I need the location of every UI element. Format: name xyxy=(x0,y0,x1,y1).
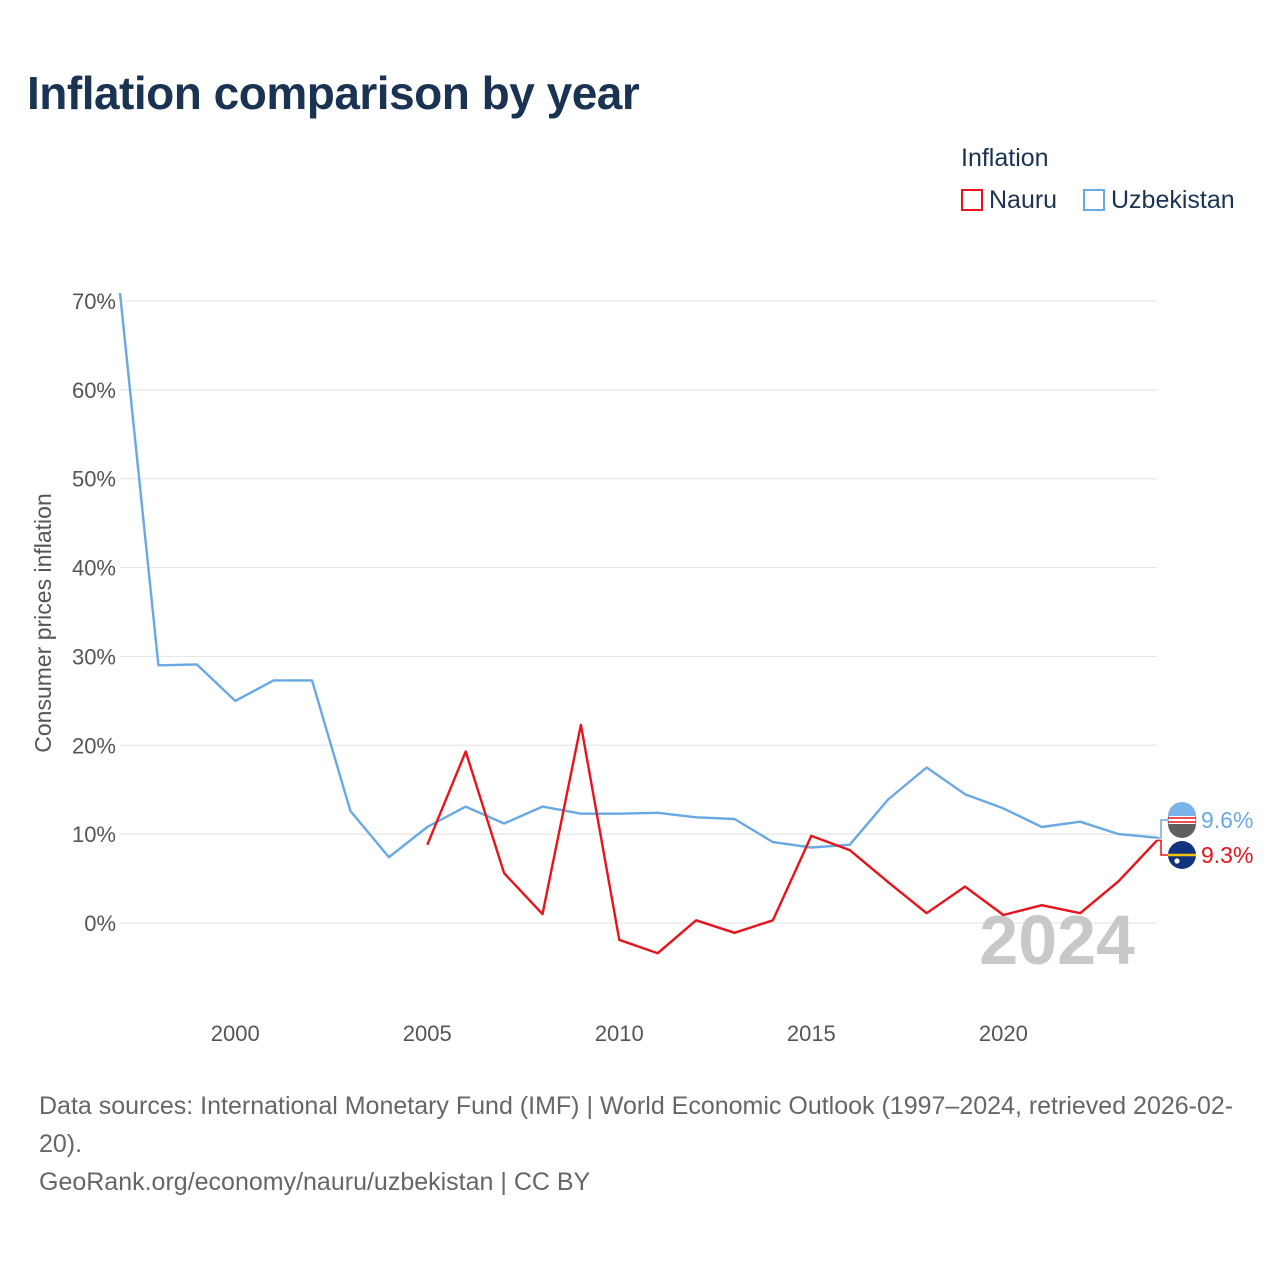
y-axis: 0% 10% 20% 30% 40% 50% 60% 70% xyxy=(72,289,116,936)
series-line-uzbekistan xyxy=(118,292,1158,859)
series-lines xyxy=(118,292,1158,955)
flag-uzbekistan-icon xyxy=(1167,802,1197,838)
y-tick-label: 60% xyxy=(72,378,116,403)
x-tick-label: 2015 xyxy=(787,1021,836,1046)
legend-item-uzbekistan[interactable]: Uzbekistan xyxy=(1083,185,1235,215)
end-markers: 9.6% 9.3% xyxy=(1157,802,1253,869)
credit-link[interactable]: GeoRank.org/economy/nauru/uzbekistan | C… xyxy=(39,1168,591,1196)
legend-label-uzbekistan: Uzbekistan xyxy=(1111,185,1235,214)
x-axis: 2000 2005 2010 2015 2020 xyxy=(211,1021,1028,1046)
legend-label-nauru: Nauru xyxy=(989,185,1058,214)
x-tick-label: 2005 xyxy=(403,1021,452,1046)
end-label-uzbekistan: 9.6% xyxy=(1201,807,1253,833)
year-watermark: 2024 xyxy=(979,901,1135,979)
legend-item-nauru[interactable]: Nauru xyxy=(961,185,1057,215)
flag-stripe-dark xyxy=(1168,824,1196,838)
legend-title: Inflation xyxy=(961,144,1049,172)
y-tick-label: 40% xyxy=(72,556,116,581)
grid xyxy=(120,300,1157,924)
y-tick-label: 50% xyxy=(72,467,116,492)
flag-star xyxy=(1174,858,1180,864)
chart-title: Inflation comparison by year xyxy=(27,67,640,119)
y-axis-title: Consumer prices inflation xyxy=(30,493,56,753)
y-tick-label: 70% xyxy=(72,289,116,314)
legend-swatch-uzbekistan xyxy=(1083,189,1105,211)
legend-swatch-nauru xyxy=(961,189,983,211)
data-sources: Data sources: International Monetary Fun… xyxy=(39,1092,1234,1158)
y-tick-label: 10% xyxy=(72,822,116,847)
x-tick-label: 2020 xyxy=(979,1021,1028,1046)
footer: Data sources: International Monetary Fun… xyxy=(39,1087,1249,1201)
y-tick-label: 0% xyxy=(84,911,116,936)
end-connector-nauru xyxy=(1157,839,1169,856)
end-label-nauru: 9.3% xyxy=(1201,842,1253,868)
x-tick-label: 2000 xyxy=(211,1021,260,1046)
flag-nauru-icon xyxy=(1168,841,1196,869)
y-tick-label: 30% xyxy=(72,644,116,669)
x-tick-label: 2010 xyxy=(595,1021,644,1046)
series-line-nauru xyxy=(426,723,1158,955)
end-connector-uzbekistan xyxy=(1157,819,1169,839)
flag-stripe-blue xyxy=(1168,802,1196,816)
y-tick-label: 20% xyxy=(72,733,116,758)
